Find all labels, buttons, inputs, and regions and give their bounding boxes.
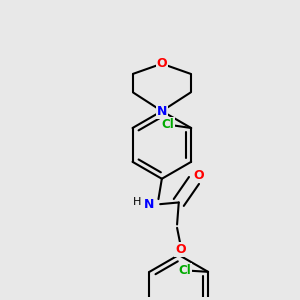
Text: O: O [194, 169, 204, 182]
Text: Cl: Cl [178, 264, 191, 277]
Text: O: O [175, 243, 186, 256]
Text: O: O [157, 57, 167, 70]
Text: N: N [157, 105, 167, 118]
Text: N: N [144, 198, 154, 211]
Text: H: H [133, 197, 142, 208]
Text: Cl: Cl [161, 118, 174, 131]
